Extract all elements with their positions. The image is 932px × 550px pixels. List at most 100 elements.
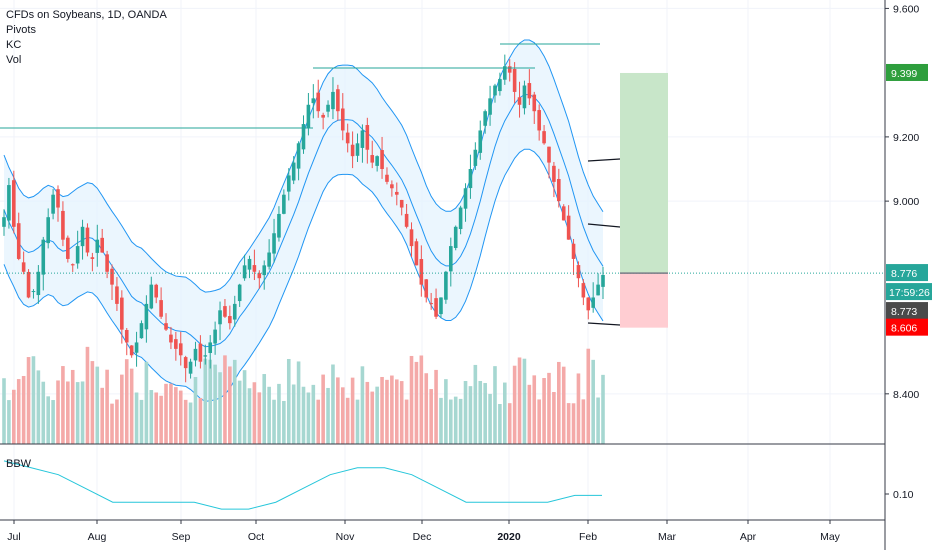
volume-bar xyxy=(208,359,213,444)
candle-body xyxy=(286,175,291,192)
stop-zone xyxy=(620,273,668,328)
candle-body xyxy=(16,223,21,259)
volume-bar xyxy=(321,374,325,444)
candle-body xyxy=(139,323,144,339)
volume-bar xyxy=(247,388,252,444)
candle-body xyxy=(419,259,424,285)
candle-body xyxy=(316,92,321,112)
indicator-bbw[interactable]: BBW xyxy=(6,458,32,470)
volume-bar xyxy=(267,386,271,444)
indicator-kc[interactable]: KC xyxy=(6,39,22,51)
volume-bar xyxy=(85,346,90,444)
candle-body xyxy=(90,257,95,259)
volume-bar xyxy=(257,392,262,444)
candle-body xyxy=(154,284,159,298)
pivot-line xyxy=(587,223,621,228)
candle-body xyxy=(80,226,85,247)
pivot-lines xyxy=(0,43,621,326)
volume-bar xyxy=(36,370,41,444)
volume-bar xyxy=(100,387,104,444)
volume-bar xyxy=(149,390,154,444)
volume-bar xyxy=(375,386,379,444)
candle-body xyxy=(291,162,296,181)
x-tick-label: Aug xyxy=(88,531,107,543)
volume-bar xyxy=(164,383,168,444)
candle-body xyxy=(120,297,124,330)
volume-bar xyxy=(581,399,586,444)
indicator-pivots[interactable]: Pivots xyxy=(6,24,36,36)
volume-bar xyxy=(2,378,6,444)
candle-body xyxy=(75,246,80,264)
volume-bar xyxy=(331,364,335,444)
volume-bar xyxy=(75,382,80,444)
volume-bar xyxy=(232,359,237,444)
candle-body xyxy=(355,143,360,156)
candle-body xyxy=(498,79,502,92)
candle-body xyxy=(169,334,173,343)
volume-bar xyxy=(51,400,55,444)
candle-body xyxy=(458,207,463,230)
candle-body xyxy=(257,273,262,279)
volume-bar xyxy=(80,381,85,444)
candle-body xyxy=(414,241,419,266)
candle-body xyxy=(336,89,340,112)
volume-bar xyxy=(291,384,296,444)
volume-bar xyxy=(557,361,561,444)
candle-body xyxy=(517,97,522,105)
candle-body xyxy=(463,188,468,209)
candle-body xyxy=(7,185,11,221)
volume-bar xyxy=(419,355,424,444)
candle-body xyxy=(434,298,438,317)
volume-bar xyxy=(517,357,522,444)
candle-body xyxy=(385,174,389,182)
volume-bar xyxy=(561,366,566,444)
volume-bar xyxy=(306,392,311,444)
candle-body xyxy=(326,104,330,112)
bbw-pane xyxy=(3,460,602,510)
candle-body xyxy=(375,156,379,166)
candle-body xyxy=(178,343,183,356)
candle-body xyxy=(208,342,213,353)
volume-bar xyxy=(296,361,301,444)
candle-body xyxy=(247,258,252,270)
volume-bar xyxy=(213,364,217,444)
candle-body xyxy=(390,184,394,189)
volume-bar xyxy=(434,369,438,444)
candle-body xyxy=(296,143,301,169)
candle-body xyxy=(267,252,271,267)
candle-body xyxy=(444,271,448,300)
volume-bar xyxy=(409,355,414,444)
x-tick-label: Feb xyxy=(579,531,597,543)
candle-body xyxy=(581,283,586,298)
indicator-vol[interactable]: Vol xyxy=(6,54,22,66)
volume-bar xyxy=(169,383,173,444)
y-tick-label: 8.400 xyxy=(893,389,919,401)
candle-body xyxy=(576,265,581,279)
candle-body xyxy=(277,213,281,238)
volume-bar xyxy=(7,400,11,444)
candle-body xyxy=(439,297,443,315)
volume-bar xyxy=(203,358,208,444)
volume-bar xyxy=(301,386,306,444)
candle-body xyxy=(272,233,276,254)
long-position-tool[interactable] xyxy=(0,72,885,328)
symbol-title[interactable]: CFDs on Soybeans, 1D, OANDA xyxy=(6,9,167,21)
candle-body xyxy=(483,111,487,126)
candle-body xyxy=(41,239,46,275)
volume-bar xyxy=(188,402,193,444)
volume-bar xyxy=(139,399,144,444)
stop-loss-tag: 8.606 xyxy=(891,323,917,335)
volume-bar xyxy=(174,387,178,444)
x-tick-label: 2020 xyxy=(497,531,521,543)
candle-body xyxy=(557,178,561,202)
candle-body xyxy=(429,303,433,305)
volume-bar xyxy=(262,374,267,444)
volume-bar xyxy=(512,365,517,444)
y-tick-label: 9.600 xyxy=(893,3,919,15)
volume-bar xyxy=(522,358,527,444)
volume-bar xyxy=(390,375,394,444)
kc-middle xyxy=(3,94,604,348)
x-tick-label: Apr xyxy=(740,531,757,543)
candle-body xyxy=(105,254,109,272)
